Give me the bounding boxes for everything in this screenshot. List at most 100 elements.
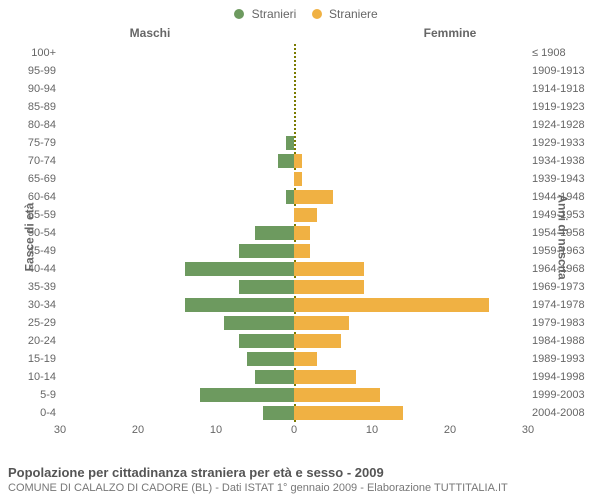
bar-male bbox=[185, 298, 294, 312]
birth-label: 1959-1963 bbox=[532, 242, 594, 260]
pyramid-row: 25-291979-1983 bbox=[60, 314, 528, 332]
x-tick: 20 bbox=[444, 424, 456, 436]
legend-label-female: Straniere bbox=[329, 7, 378, 21]
bar-female bbox=[294, 280, 364, 294]
pyramid-row: 45-491959-1963 bbox=[60, 242, 528, 260]
bar-female bbox=[294, 208, 317, 222]
pyramid-row: 30-341974-1978 bbox=[60, 296, 528, 314]
bar-male bbox=[239, 244, 294, 258]
age-label: 85-89 bbox=[14, 98, 56, 116]
pyramid-row: 0-42004-2008 bbox=[60, 404, 528, 422]
birth-label: 1994-1998 bbox=[532, 368, 594, 386]
bar-male bbox=[286, 190, 294, 204]
x-tick: 30 bbox=[54, 424, 66, 436]
age-label: 60-64 bbox=[14, 188, 56, 206]
birth-label: 1944-1948 bbox=[532, 188, 594, 206]
bar-female bbox=[294, 154, 302, 168]
pyramid-row: 90-941914-1918 bbox=[60, 80, 528, 98]
age-label: 45-49 bbox=[14, 242, 56, 260]
bar-male bbox=[224, 316, 294, 330]
birth-label: 1939-1943 bbox=[532, 170, 594, 188]
birth-label: 2004-2008 bbox=[532, 404, 594, 422]
age-label: 35-39 bbox=[14, 278, 56, 296]
caption: Popolazione per cittadinanza straniera p… bbox=[8, 465, 592, 494]
birth-label: 1969-1973 bbox=[532, 278, 594, 296]
birth-label: 1984-1988 bbox=[532, 332, 594, 350]
age-label: 25-29 bbox=[14, 314, 56, 332]
birth-label: 1924-1928 bbox=[532, 116, 594, 134]
birth-label: 1954-1958 bbox=[532, 224, 594, 242]
x-tick: 20 bbox=[132, 424, 144, 436]
pyramid-row: 80-841924-1928 bbox=[60, 116, 528, 134]
column-title-female: Femmine bbox=[300, 26, 600, 40]
plot-area: 100+≤ 190895-991909-191390-941914-191885… bbox=[60, 44, 528, 444]
bar-female bbox=[294, 226, 310, 240]
birth-label: 1929-1933 bbox=[532, 134, 594, 152]
pyramid-row: 100+≤ 1908 bbox=[60, 44, 528, 62]
birth-label: 1999-2003 bbox=[532, 386, 594, 404]
x-tick: 10 bbox=[366, 424, 378, 436]
bar-male bbox=[185, 262, 294, 276]
pyramid-row: 55-591949-1953 bbox=[60, 206, 528, 224]
birth-label: 1989-1993 bbox=[532, 350, 594, 368]
age-label: 80-84 bbox=[14, 116, 56, 134]
bar-female bbox=[294, 316, 349, 330]
bar-male bbox=[200, 388, 294, 402]
column-title-male: Maschi bbox=[0, 26, 300, 40]
bar-male bbox=[247, 352, 294, 366]
bar-male bbox=[286, 136, 294, 150]
pyramid-row: 95-991909-1913 bbox=[60, 62, 528, 80]
birth-label: 1914-1918 bbox=[532, 80, 594, 98]
caption-title: Popolazione per cittadinanza straniera p… bbox=[8, 465, 592, 480]
birth-label: 1949-1953 bbox=[532, 206, 594, 224]
bar-female bbox=[294, 190, 333, 204]
pyramid-row: 10-141994-1998 bbox=[60, 368, 528, 386]
bar-female bbox=[294, 244, 310, 258]
bar-female bbox=[294, 406, 403, 420]
x-tick: 0 bbox=[291, 424, 297, 436]
age-label: 55-59 bbox=[14, 206, 56, 224]
pyramid-row: 85-891919-1923 bbox=[60, 98, 528, 116]
age-label: 50-54 bbox=[14, 224, 56, 242]
bar-male bbox=[255, 370, 294, 384]
age-label: 20-24 bbox=[14, 332, 56, 350]
bar-male bbox=[255, 226, 294, 240]
age-label: 100+ bbox=[14, 44, 56, 62]
bar-female bbox=[294, 172, 302, 186]
pyramid-row: 15-191989-1993 bbox=[60, 350, 528, 368]
bar-male bbox=[239, 280, 294, 294]
pyramid-row: 5-91999-2003 bbox=[60, 386, 528, 404]
age-label: 10-14 bbox=[14, 368, 56, 386]
legend: Stranieri Straniere bbox=[0, 6, 600, 21]
bar-male bbox=[239, 334, 294, 348]
bar-female bbox=[294, 334, 341, 348]
x-tick: 10 bbox=[210, 424, 222, 436]
bar-female bbox=[294, 352, 317, 366]
age-label: 75-79 bbox=[14, 134, 56, 152]
birth-label: 1919-1923 bbox=[532, 98, 594, 116]
x-tick: 30 bbox=[522, 424, 534, 436]
pyramid-row: 75-791929-1933 bbox=[60, 134, 528, 152]
age-label: 15-19 bbox=[14, 350, 56, 368]
birth-label: 1964-1968 bbox=[532, 260, 594, 278]
pyramid-row: 60-641944-1948 bbox=[60, 188, 528, 206]
pyramid-row: 20-241984-1988 bbox=[60, 332, 528, 350]
age-label: 40-44 bbox=[14, 260, 56, 278]
pyramid-row: 40-441964-1968 bbox=[60, 260, 528, 278]
birth-label: 1934-1938 bbox=[532, 152, 594, 170]
age-label: 90-94 bbox=[14, 80, 56, 98]
age-label: 0-4 bbox=[14, 404, 56, 422]
birth-label: 1909-1913 bbox=[532, 62, 594, 80]
caption-subtitle: COMUNE DI CALALZO DI CADORE (BL) - Dati … bbox=[8, 482, 592, 494]
legend-swatch-female bbox=[312, 9, 322, 19]
population-pyramid-chart: Stranieri Straniere Maschi Femmine Fasce… bbox=[0, 0, 600, 500]
age-label: 65-69 bbox=[14, 170, 56, 188]
age-label: 95-99 bbox=[14, 62, 56, 80]
birth-label: 1974-1978 bbox=[532, 296, 594, 314]
bar-female bbox=[294, 298, 489, 312]
bar-male bbox=[263, 406, 294, 420]
age-label: 5-9 bbox=[14, 386, 56, 404]
bar-female bbox=[294, 262, 364, 276]
pyramid-row: 50-541954-1958 bbox=[60, 224, 528, 242]
age-label: 70-74 bbox=[14, 152, 56, 170]
